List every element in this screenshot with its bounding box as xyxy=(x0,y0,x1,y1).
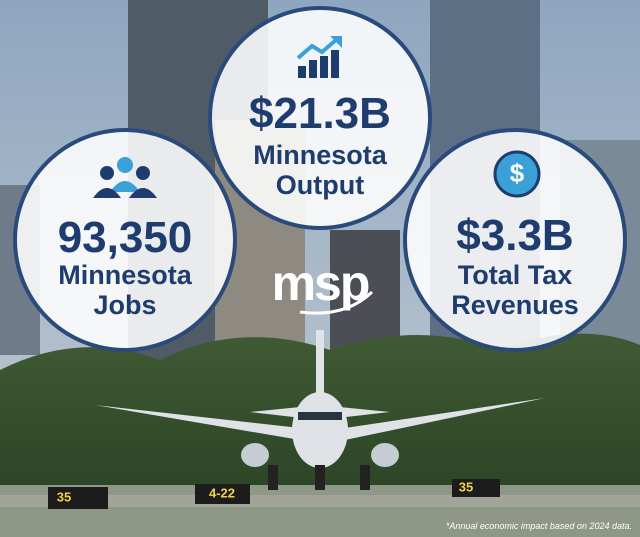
stat-circle: $ $3.3B Total Tax Revenues xyxy=(403,128,627,352)
sign-text: 35 xyxy=(57,489,71,504)
logo: msp xyxy=(272,255,369,311)
stat-value: 93,350 xyxy=(58,213,193,262)
runway-signs: 35 4-22 35 xyxy=(48,479,500,509)
stat-label: Minnesota xyxy=(58,260,192,290)
stat-label: Jobs xyxy=(93,290,156,320)
logo-swoosh xyxy=(299,290,374,315)
stat-value: $3.3B xyxy=(456,211,573,260)
footnote: *Annual economic impact based on 2024 da… xyxy=(446,521,632,531)
stat-label: Revenues xyxy=(451,290,579,320)
growth-icon xyxy=(296,36,342,78)
svg-text:$: $ xyxy=(510,158,525,188)
airplane xyxy=(95,330,545,490)
stat-value: $21.3B xyxy=(249,89,391,138)
sign-text: 35 xyxy=(459,479,473,494)
stat-circle: 93,350 Minnesota Jobs xyxy=(13,128,237,352)
stat-label: Minnesota xyxy=(253,140,387,170)
stat-label: Output xyxy=(276,170,364,200)
stat-circle: $21.3B Minnesota Output xyxy=(208,6,432,230)
stat-label: Total Tax xyxy=(458,260,573,290)
people-icon xyxy=(93,157,157,198)
dollar-icon: $ xyxy=(493,150,541,198)
sign-text: 4-22 xyxy=(209,485,235,500)
